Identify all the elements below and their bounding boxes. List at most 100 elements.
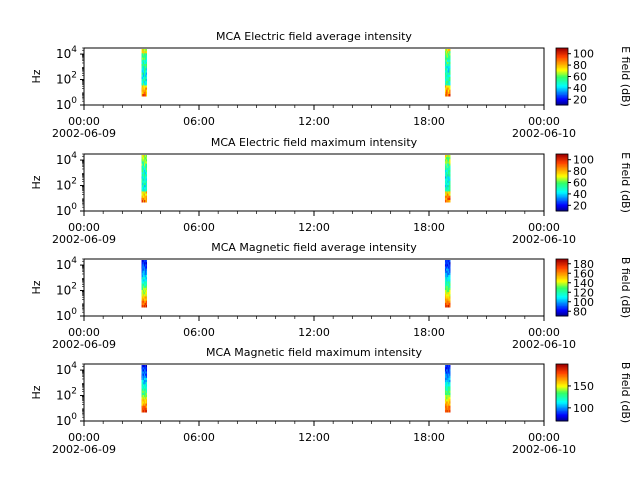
burst-cell [143,270,145,274]
burst-cell [446,59,448,63]
burst-cell [143,379,145,383]
burst-cell [447,182,449,186]
burst-cell [444,386,447,389]
burst-cell [142,367,144,370]
burst-cell [144,189,146,192]
burst-cell [145,174,148,177]
burst-cell [145,268,148,272]
burst-cell [141,279,143,282]
burst-cell [143,53,145,56]
burst-cell [448,298,450,302]
colorbar-segment [556,371,568,374]
colorbar-segment [556,368,568,371]
colorbar-label: B field (dB) [619,257,632,318]
burst-cell [144,382,147,385]
burst-cell [445,161,448,164]
burst-cell [143,401,145,404]
burst-cell [144,285,146,289]
colorbar-segment [556,163,568,166]
burst-cell [449,272,451,276]
burst-cell [446,189,448,192]
burst-cell [445,165,448,169]
colorbar-segment [556,399,568,402]
burst-cell [449,279,451,282]
burst-cell [144,367,147,370]
colorbar-segment [556,166,568,169]
colorbar-tick-label: 60 [573,177,587,190]
burst-cell [444,392,447,396]
y-tick-label: 104 [56,151,77,167]
colorbar-segment [556,76,568,79]
colorbar-segment [556,103,568,106]
burst-cell [448,302,450,306]
burst-cell [449,401,451,404]
colorbar-segment [556,196,568,199]
burst-cell [447,268,449,272]
burst-cell [448,292,450,295]
burst-cell [448,51,450,54]
burst-cell [445,304,448,308]
burst-cell [445,191,448,194]
burst-cell [142,260,144,263]
burst-cell [145,169,148,173]
burst-cell [449,268,451,272]
burst-cell [141,180,143,184]
colorbar-segment [556,179,568,182]
burst-cell [447,390,449,394]
burst-cell [142,178,144,182]
burst-cell [447,178,449,182]
burst-cell [447,172,449,175]
burst-cell [144,159,147,162]
burst-cell [446,407,448,411]
burst-cell [141,285,143,289]
y-axis-label: Hz [30,175,43,189]
burst-cell [448,285,450,289]
burst-cell [449,377,451,381]
burst-cell [444,365,447,368]
colorbar-segment [556,392,568,395]
burst-cell [449,87,451,91]
burst-cell [144,268,146,272]
burst-cell [447,384,449,387]
burst-cell [144,66,146,69]
colorbar-segment [556,389,568,392]
burst-cell [142,199,144,203]
burst-cell [143,386,145,389]
burst-cell [449,93,451,97]
burst-cell [448,401,450,404]
burst-cell [445,72,448,76]
burst-cell [448,266,450,269]
burst-cell [143,399,145,402]
burst-cell [445,388,448,392]
burst-cell [446,57,448,61]
burst-cell [141,184,143,188]
burst-cell [143,373,145,377]
burst-cell [141,85,143,88]
burst-cell [144,386,146,389]
burst-cell [447,199,449,203]
burst-cell [145,83,148,86]
burst-cell [145,260,148,263]
colorbar-segment [556,364,568,366]
burst-cell [141,274,143,278]
burst-cell [447,277,449,280]
burst-cell [448,407,450,411]
burst-cell [448,63,450,67]
colorbar-segment [556,205,568,208]
burst-cell [144,281,146,284]
burst-cell [141,83,143,86]
burst-cell [144,93,147,97]
burst-cell [446,76,448,80]
burst-cell [445,78,448,82]
burst-cell [446,197,448,201]
x-date-end: 2002-06-10 [512,443,576,456]
burst-cell [444,176,447,179]
burst-cell [444,298,447,302]
burst-cell [142,304,144,308]
burst-cell [446,85,448,88]
burst-cell [447,174,449,177]
burst-cell [144,283,147,287]
colorbar-segment [556,189,568,192]
burst-cell [447,161,449,164]
burst-cell [447,397,449,400]
